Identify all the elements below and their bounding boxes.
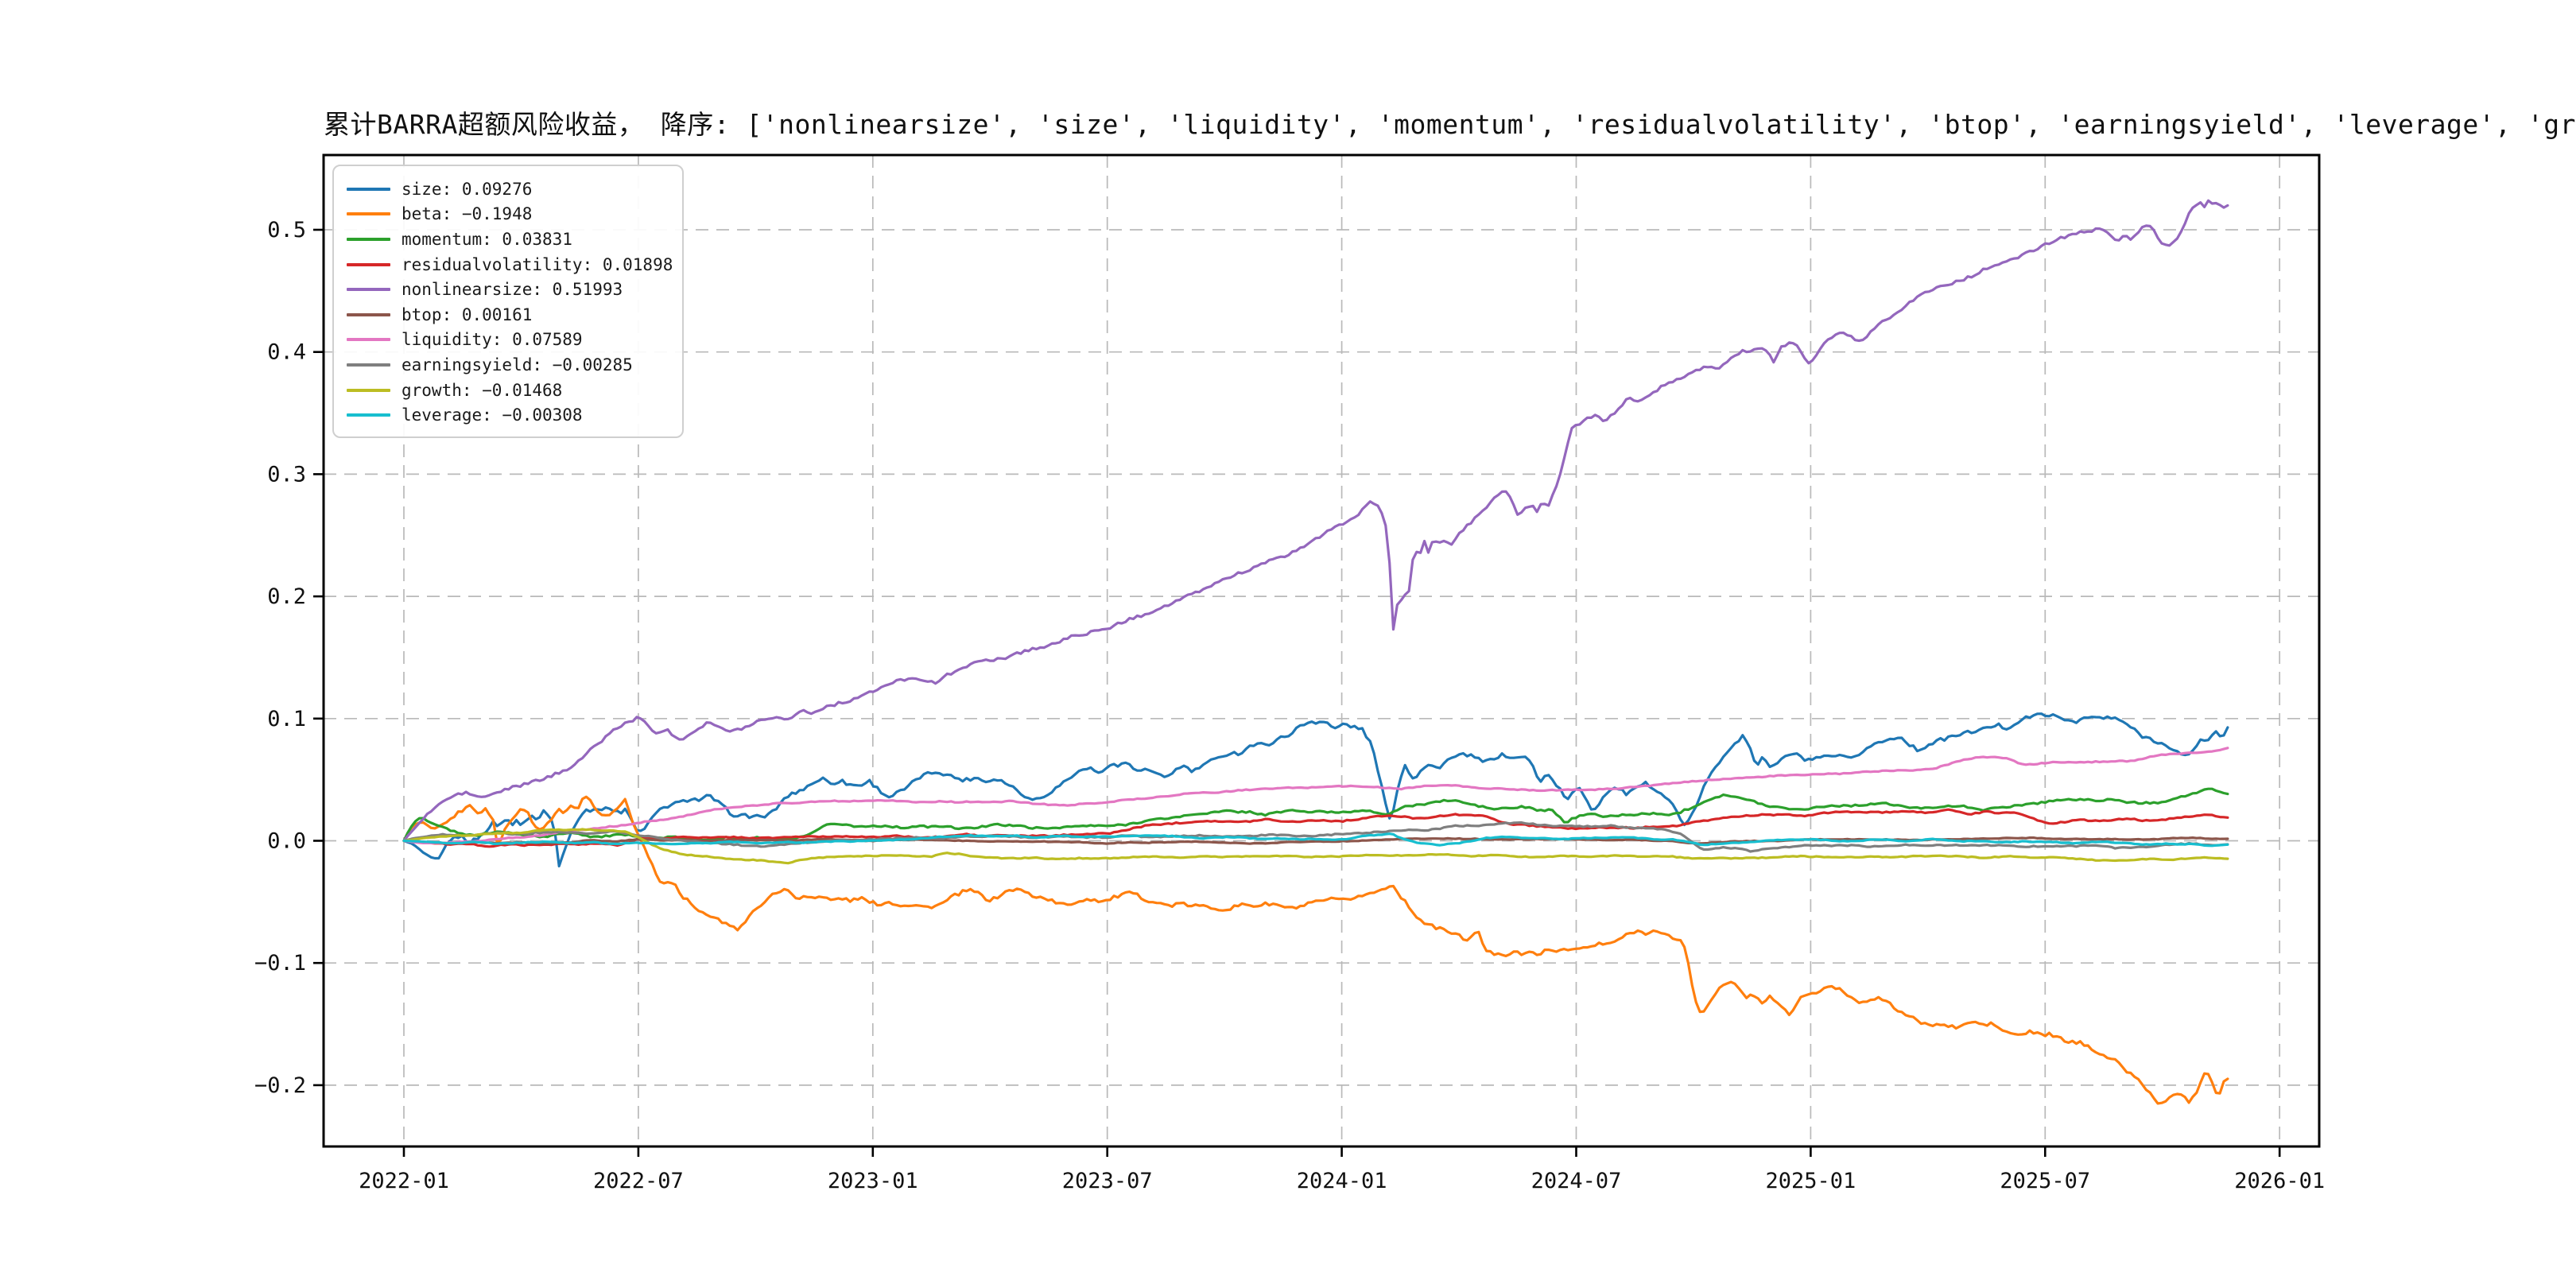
legend-item: size: 0.09276 xyxy=(347,177,669,202)
tick-labels: 2022-01 2022-07 2023-01 2023-07 2024-01 2024-… xyxy=(254,218,2325,1193)
legend-line-swatch xyxy=(347,363,390,367)
legend: size: 0.09276 beta: −0.1948 momentum: 0.03… xyxy=(332,165,684,438)
legend-line-swatch xyxy=(347,413,390,417)
y-tick-label: 0.5 xyxy=(267,218,306,242)
legend-label: liquidity: 0.07589 xyxy=(402,330,583,350)
y-tick-label: 0.2 xyxy=(267,584,306,609)
series-line-beta xyxy=(402,795,2229,1105)
x-tick-label: 2026-01 xyxy=(2234,1169,2325,1193)
series-line-liquidity xyxy=(402,747,2229,845)
legend-label: leverage: −0.00308 xyxy=(402,405,583,425)
legend-item: liquidity: 0.07589 xyxy=(347,328,669,353)
y-tick-label: −0.1 xyxy=(254,951,306,976)
legend-label: earningsyield: −0.00285 xyxy=(402,355,633,374)
x-tick-label: 2023-01 xyxy=(828,1169,918,1193)
x-tick-label: 2024-01 xyxy=(1297,1169,1387,1193)
x-tick-label: 2023-07 xyxy=(1062,1169,1153,1193)
series-line-nonlinearsize xyxy=(402,199,2229,843)
legend-label: nonlinearsize: 0.51993 xyxy=(402,280,623,300)
legend-item: momentum: 0.03831 xyxy=(347,227,669,252)
series-lines xyxy=(402,199,2229,1105)
legend-item: leverage: −0.00308 xyxy=(347,402,669,428)
y-tick-label: −0.2 xyxy=(254,1073,306,1098)
chart-title: 累计BARRA超额风险收益， 降序: ['nonlinearsize', 'si… xyxy=(324,109,2576,140)
legend-item: growth: −0.01468 xyxy=(347,378,669,403)
x-tick-label: 2024-07 xyxy=(1531,1169,1622,1193)
legend-line-swatch xyxy=(347,312,390,316)
legend-label: growth: −0.01468 xyxy=(402,380,563,400)
series-line-growth xyxy=(402,828,2229,865)
legend-item: btop: 0.00161 xyxy=(347,302,669,328)
legend-line-swatch xyxy=(347,338,390,342)
legend-item: earningsyield: −0.00285 xyxy=(347,352,669,378)
series-line-leverage xyxy=(402,832,2229,848)
y-tick-label: 0.3 xyxy=(267,462,306,487)
plot-border xyxy=(322,153,2321,1148)
series-line-size xyxy=(402,712,2229,868)
legend-label: beta: −0.1948 xyxy=(402,204,533,224)
legend-label: btop: 0.00161 xyxy=(402,305,533,324)
legend-label: momentum: 0.03831 xyxy=(402,229,572,249)
x-tick-label: 2022-01 xyxy=(359,1169,449,1193)
legend-line-swatch xyxy=(347,262,390,266)
y-tick-label: 0.4 xyxy=(267,340,306,365)
legend-line-swatch xyxy=(347,187,390,191)
legend-line-swatch xyxy=(347,212,390,216)
legend-item: nonlinearsize: 0.51993 xyxy=(347,277,669,302)
x-tick-label: 2022-07 xyxy=(593,1169,684,1193)
series-line-residualvolatility xyxy=(402,808,2229,848)
y-tick-label: 0.1 xyxy=(267,707,306,731)
legend-line-swatch xyxy=(347,237,390,241)
legend-label: residualvolatility: 0.01898 xyxy=(402,254,673,274)
x-tick-label: 2025-07 xyxy=(2000,1169,2090,1193)
y-tick-label: 0.0 xyxy=(267,829,306,854)
tick-marks xyxy=(313,228,2281,1157)
legend-line-swatch xyxy=(347,388,390,392)
legend-line-swatch xyxy=(347,288,390,292)
x-tick-label: 2025-01 xyxy=(1766,1169,1856,1193)
legend-item: residualvolatility: 0.01898 xyxy=(347,252,673,277)
legend-label: size: 0.09276 xyxy=(402,179,533,199)
legend-item: beta: −0.1948 xyxy=(347,202,669,227)
